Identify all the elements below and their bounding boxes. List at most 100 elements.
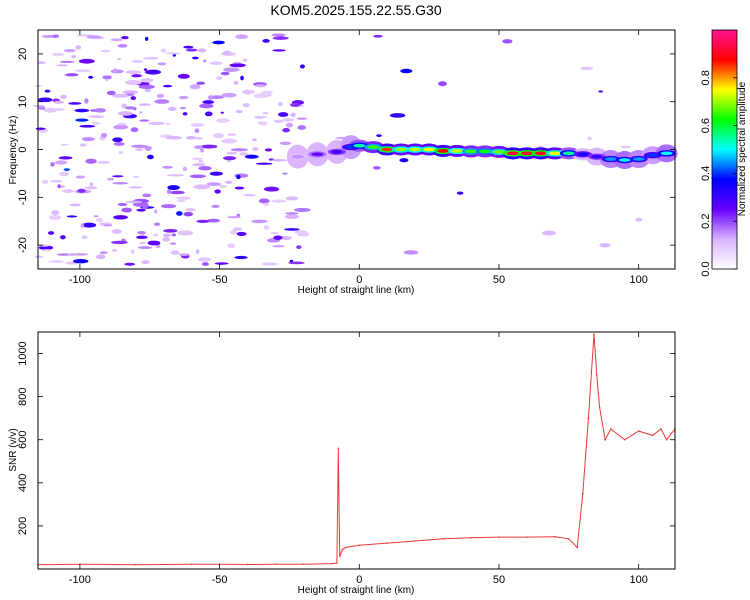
spectrogram-noise-blob: [38, 105, 46, 110]
spectrogram-noise-blob: [178, 253, 190, 256]
spectrogram-ridge-point: [479, 149, 492, 154]
spectrogram-noise-blob: [170, 250, 180, 255]
spectrogram-noise-blob: [163, 228, 178, 233]
spectrogram-noise-blob: [400, 68, 413, 74]
spectrogram-noise-blob: [153, 70, 158, 73]
spectrogram-noise-blob: [88, 75, 94, 79]
spectrogram-noise-blob: [105, 78, 109, 82]
spectrogram-noise-blob: [194, 137, 203, 140]
spectrogram-ridge-point: [353, 143, 366, 148]
spectrogram-noise-blob: [207, 95, 214, 100]
spectrogram-noise-blob: [117, 44, 128, 48]
spectrogram-noise-blob: [160, 204, 177, 209]
spectrogram-noise-blob: [245, 91, 251, 95]
snr-x-axis-label: Height of straight line (km): [298, 585, 415, 596]
spectrogram-noise-blob: [99, 251, 108, 254]
spectrogram-noise-blob: [142, 193, 152, 198]
spectrogram-noise-blob: [297, 125, 306, 131]
spectrogram-ridge-point: [576, 152, 589, 157]
spectrogram-noise-blob: [202, 100, 215, 105]
spectrogram-noise-blob: [195, 249, 200, 254]
snr-x-tick-label: -100: [69, 574, 91, 586]
spectrogram-noise-blob: [87, 115, 105, 118]
spectrogram-x-tick-label: 50: [493, 274, 505, 286]
spectrogram-noise-blob: [176, 211, 183, 216]
snr-data-point: [665, 438, 668, 441]
snr-data-point: [637, 430, 640, 432]
spectrogram-noise-blob: [60, 235, 66, 240]
snr-data-point: [595, 374, 598, 376]
snr-data-point: [554, 535, 556, 538]
spectrogram-noise-blob: [180, 106, 186, 110]
spectrogram-noise-blob: [185, 208, 196, 212]
spectrogram-noise-blob: [73, 259, 89, 264]
spectrogram-noise-blob: [95, 217, 103, 223]
spectrogram-noise-blob: [277, 112, 289, 117]
spectrogram-noise-blob: [176, 196, 191, 200]
spectrogram-noise-blob: [112, 137, 123, 143]
spectrogram-noise-blob: [255, 84, 267, 88]
spectrogram-noise-blob: [297, 231, 310, 237]
spectrogram-noise-blob: [92, 121, 101, 125]
spectrogram-noise-blob: [110, 38, 124, 42]
spectrogram-ridge-point: [330, 150, 343, 154]
spectrogram-y-ticks: -20 -10 0 10 20: [17, 48, 675, 253]
spectrogram-noise-blob: [284, 228, 300, 231]
spectrogram-noise-blob: [41, 179, 49, 185]
colorbar-tick-label: 0.0: [700, 261, 712, 276]
spectrogram-noise-blob: [135, 148, 143, 152]
spectrogram-noise-blob: [48, 215, 62, 221]
spectrogram-noise-blob: [43, 107, 57, 113]
spectrogram-noise-blob: [236, 174, 241, 180]
spectrogram-noise-blob: [65, 73, 79, 77]
spectrogram-ridge: [286, 135, 678, 170]
spectrogram-noise-blob: [197, 257, 212, 262]
spectrogram-noise-blob: [94, 108, 106, 113]
spectrogram-noise-blob: [162, 233, 172, 237]
snr-y-axis-label: SNR (v/v): [8, 428, 19, 471]
spectrogram-noise-blob: [176, 199, 186, 203]
spectrogram-noise-blob: [60, 94, 67, 99]
spectrogram-noise-blob: [635, 217, 643, 222]
spectrogram-noise-blob: [177, 73, 190, 79]
spectrogram-noise-blob: [144, 36, 149, 41]
spectrogram-noise-blob: [138, 84, 155, 90]
spectrogram-noise-blob: [169, 242, 177, 245]
spectrogram-noise-blobs: [33, 33, 644, 266]
spectrogram-noise-blob: [86, 35, 102, 39]
spectrogram-noise-blob: [106, 177, 115, 181]
spectrogram-noise-blob: [117, 122, 127, 126]
spectrogram-noise-blob: [85, 158, 97, 164]
spectrogram-noise-blob: [206, 218, 221, 223]
snr-panel: -100 -50 0 50 100 200 400 600 800 1000 Height of…: [8, 331, 676, 596]
snr-data-point: [604, 438, 606, 441]
spectrogram-noise-blob: [220, 111, 224, 114]
spectrogram-ridge-point: [451, 149, 464, 153]
spectrogram-noise-blob: [50, 180, 63, 183]
snr-data-point: [330, 562, 333, 565]
spectrogram-noise-blob: [194, 128, 200, 134]
spectrogram-noise-blob: [82, 222, 97, 228]
snr-data-point: [526, 536, 528, 538]
spectrogram-noise-blob: [59, 60, 75, 63]
snr-data-point: [246, 563, 249, 566]
spectrogram-noise-blob: [59, 171, 70, 177]
spectrogram-noise-blob: [279, 141, 292, 145]
spectrogram-noise-blob: [200, 144, 218, 149]
spectrogram-noise-blob: [219, 184, 227, 189]
spectrogram-noise-blob: [198, 166, 212, 171]
spectrogram-noise-blob: [196, 81, 206, 85]
spectrogram-noise-blob: [165, 52, 181, 55]
spectrogram-noise-blob: [75, 45, 82, 50]
spectrogram-noise-blob: [226, 216, 241, 219]
spectrogram-noise-blob: [41, 249, 52, 252]
spectrogram-noise-blob: [121, 35, 129, 40]
spectrogram-noise-blob: [239, 152, 249, 156]
spectrogram-noise-blob: [78, 58, 95, 64]
colorbar-gradient: [711, 29, 738, 270]
spectrogram-noise-blob: [399, 158, 409, 163]
spectrogram-noise-blob: [278, 101, 283, 107]
spectrogram-noise-blob: [69, 203, 81, 207]
spectrogram-noise-blob: [143, 68, 148, 71]
spectrogram-ridge-point: [534, 151, 547, 156]
